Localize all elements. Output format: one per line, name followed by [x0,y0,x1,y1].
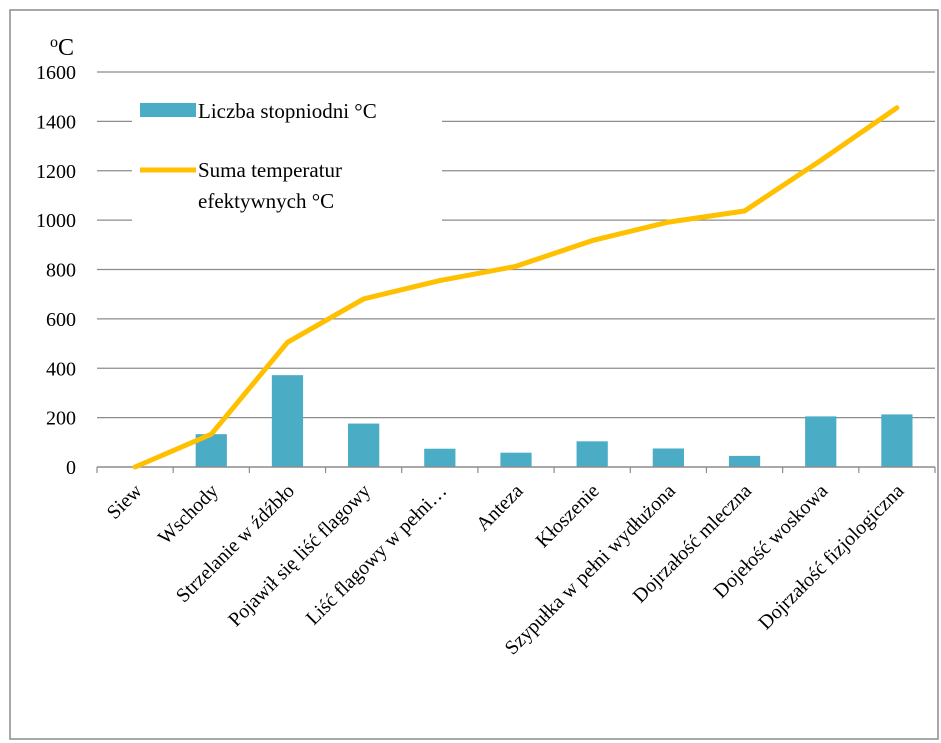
y-axis-unit: oC [50,34,74,61]
bar [271,375,304,467]
y-axis-unit-main: C [58,35,74,61]
legend: Liczba stopniodni °C Suma temperatur efe… [132,90,442,225]
bar [576,441,608,467]
legend-swatch-bar [140,103,196,117]
y-tick-label: 600 [46,309,76,331]
y-axis-unit-superscript: o [50,34,58,51]
y-tick-label: 0 [66,457,76,479]
y-tick-label: 1200 [36,161,76,183]
y-tick-label: 1000 [36,210,76,232]
bar [881,414,913,467]
legend-label-bar: Liczba stopniodni °C [198,99,377,123]
bar [728,455,761,467]
y-tick-labels: 0 200 400 600 800 1000 1200 1400 1600 [36,62,76,479]
y-tick-label: 1600 [36,62,76,84]
line-series [132,105,900,470]
bar [500,452,532,467]
bar [424,448,456,467]
legend-label-line-1: Suma temperatur [198,158,342,182]
y-tick-label: 800 [46,260,76,282]
bar [805,416,837,467]
y-tick-label: 400 [46,358,76,380]
axes [96,466,936,473]
y-tick-label: 1400 [36,111,76,133]
legend-label-line-2: efektywnych °C [198,189,334,213]
series-line [132,105,900,470]
y-tick-label: 200 [46,408,76,430]
bar [348,423,380,467]
bar [652,448,684,467]
